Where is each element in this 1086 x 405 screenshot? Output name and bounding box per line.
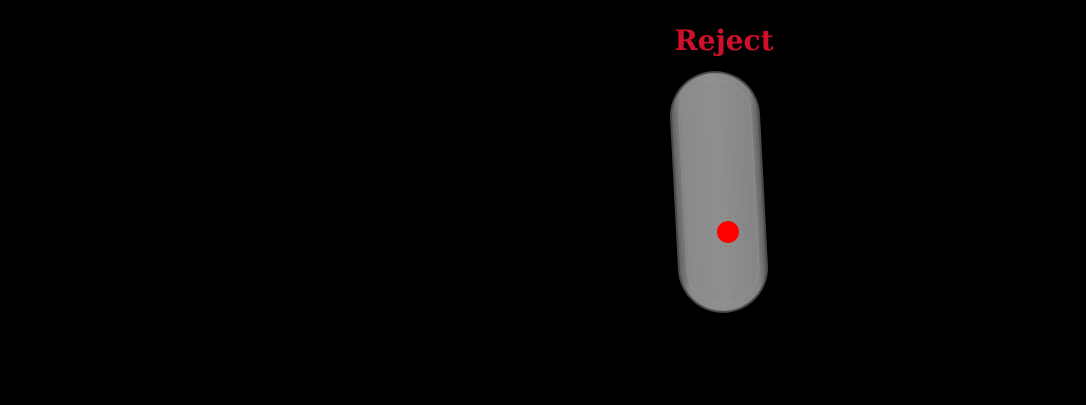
capsule-body xyxy=(670,71,768,313)
capsule-edge xyxy=(678,79,760,305)
classification-label: Reject xyxy=(674,24,773,57)
capsule xyxy=(670,71,768,313)
defect-marker xyxy=(717,221,739,243)
